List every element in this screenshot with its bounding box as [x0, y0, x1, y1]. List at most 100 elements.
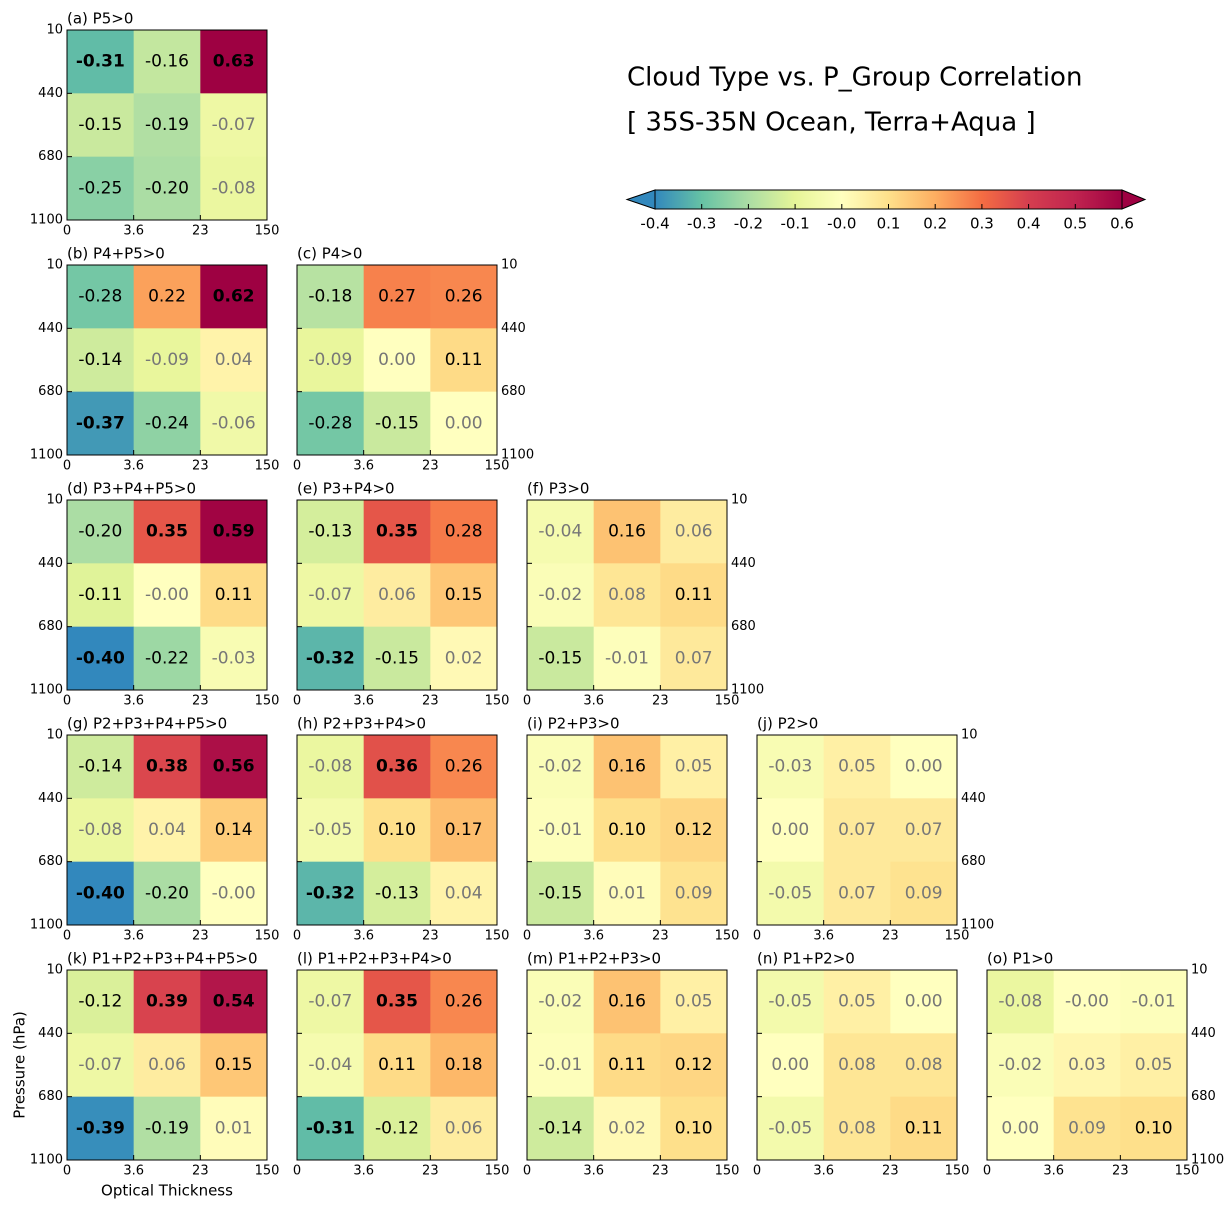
- x-tick-label: 0: [63, 929, 71, 944]
- cell-label: 0.05: [838, 757, 876, 777]
- x-tick-label: 0: [753, 929, 761, 944]
- cell-label: -0.08: [998, 992, 1042, 1012]
- heat-cell: [297, 328, 365, 393]
- panel-title: (k) P1+P2+P3+P4+P5>0: [67, 950, 258, 968]
- y-tick-label: 440: [501, 321, 526, 336]
- cell-label: -0.02: [538, 992, 582, 1012]
- cell-label: -0.15: [78, 115, 122, 135]
- panel-frame: [756, 734, 958, 926]
- x-tick-label: 3.6: [123, 1164, 144, 1179]
- heat-cell: [890, 1033, 958, 1098]
- cell-label: -0.15: [538, 883, 582, 903]
- cell-label: -0.08: [78, 820, 122, 840]
- cell-label: -0.25: [78, 178, 122, 198]
- cell-label: 0.06: [378, 585, 416, 605]
- x-tick-label: 3.6: [813, 1164, 834, 1179]
- cell-label: -0.13: [375, 883, 419, 903]
- heat-cell: [67, 798, 135, 863]
- heat-cell: [363, 328, 431, 393]
- heat-cell: [297, 861, 365, 926]
- cell-label: 0.07: [675, 648, 713, 668]
- cell-label: 0.28: [445, 522, 483, 542]
- x-tick-label: 3.6: [583, 929, 604, 944]
- cell-label: 0.15: [215, 1055, 253, 1075]
- x-tick-label: 150: [945, 1164, 970, 1179]
- cell-label: 0.10: [675, 1118, 713, 1138]
- heat-cell: [363, 391, 431, 456]
- cell-label: 0.08: [838, 1055, 876, 1075]
- cell-label: 0.07: [905, 820, 943, 840]
- heat-cell: [757, 1096, 825, 1161]
- x-tick-label: 23: [652, 694, 669, 709]
- heat-cell: [430, 391, 498, 456]
- y-tick-label: 440: [961, 791, 986, 806]
- heat-cell: [430, 500, 498, 564]
- y-tick-label: 1100: [30, 448, 63, 463]
- cell-label: -0.12: [375, 1118, 419, 1138]
- heat-cell: [430, 1096, 498, 1161]
- cell-label: 0.01: [215, 1118, 253, 1138]
- y-tick-label: 10: [46, 493, 63, 508]
- cell-label: 0.39: [146, 992, 188, 1012]
- x-tick-label: 150: [255, 459, 280, 474]
- x-tick-label: 150: [1175, 1164, 1200, 1179]
- y-tick-label: 10: [46, 258, 63, 273]
- heat-cell: [430, 1033, 498, 1098]
- cell-label: -0.20: [145, 883, 189, 903]
- panel-frame: [526, 499, 728, 691]
- heat-cell: [527, 861, 595, 926]
- x-tick-label: 150: [255, 694, 280, 709]
- panel-frame: [296, 499, 498, 691]
- heat-cell: [660, 735, 728, 799]
- x-tick-label: 0: [523, 694, 531, 709]
- panel-frame: [756, 969, 958, 1161]
- heat-cell: [593, 626, 661, 691]
- cell-label: -0.22: [145, 648, 189, 668]
- x-tick-label: 0: [983, 1164, 991, 1179]
- cell-label: 0.54: [213, 992, 255, 1012]
- x-tick-label: 23: [192, 929, 209, 944]
- x-tick-label: 23: [192, 224, 209, 239]
- panel-title: (b) P4+P5>0: [67, 245, 165, 263]
- cell-label: -0.20: [145, 178, 189, 198]
- heat-cell: [757, 861, 825, 926]
- heat-cell: [133, 93, 201, 158]
- panel-frame: [66, 734, 268, 926]
- x-tick-label: 150: [715, 1164, 740, 1179]
- heat-cell: [430, 798, 498, 863]
- panel-title: (j) P2>0: [757, 715, 818, 733]
- cell-label: 0.06: [148, 1055, 186, 1075]
- x-tick-label: 23: [422, 694, 439, 709]
- panel-frame: [66, 29, 268, 221]
- cell-label: -0.01: [1132, 992, 1176, 1012]
- heat-cell: [823, 735, 891, 799]
- heat-cell: [1053, 1096, 1121, 1161]
- heat-cell: [823, 1033, 891, 1098]
- cell-label: -0.31: [306, 1118, 355, 1138]
- cell-label: -0.01: [538, 1055, 582, 1075]
- heat-cell: [133, 798, 201, 863]
- colorbar-tick-label: -0.3: [687, 215, 716, 233]
- heat-cell: [527, 500, 595, 564]
- cell-label: 0.05: [838, 992, 876, 1012]
- heat-cell: [527, 626, 595, 691]
- panel-title: (h) P2+P3+P4>0: [297, 715, 426, 733]
- heat-cell: [200, 391, 268, 456]
- heat-cell: [430, 563, 498, 628]
- x-tick-label: 23: [652, 929, 669, 944]
- x-tick-label: 23: [882, 929, 899, 944]
- x-tick-label: 23: [192, 459, 209, 474]
- panel-title: (a) P5>0: [67, 10, 133, 28]
- cell-label: -0.13: [308, 522, 352, 542]
- x-tick-label: 0: [63, 1164, 71, 1179]
- x-tick-label: 3.6: [583, 1164, 604, 1179]
- x-tick-label: 0: [523, 929, 531, 944]
- x-axis-title: Optical Thickness: [101, 1182, 233, 1200]
- x-tick-label: 150: [255, 1164, 280, 1179]
- cell-label: 0.10: [378, 820, 416, 840]
- y-tick-label: 1100: [30, 683, 63, 698]
- cell-label: 0.04: [148, 820, 186, 840]
- heat-cell: [67, 563, 135, 628]
- heat-cell: [200, 30, 268, 94]
- x-tick-label: 0: [753, 1164, 761, 1179]
